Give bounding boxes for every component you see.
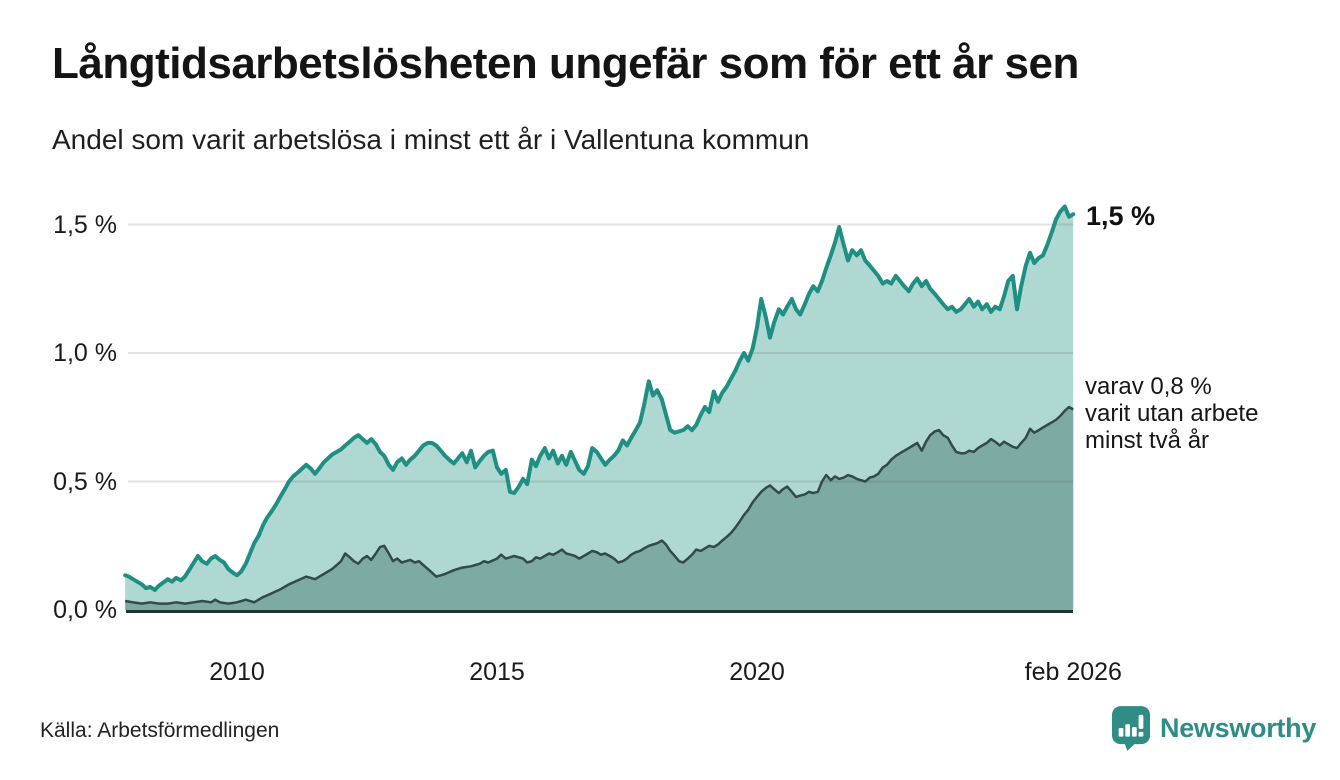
y-axis-label: 1,5 % xyxy=(53,210,117,239)
x-axis-label: 2010 xyxy=(209,658,265,686)
line-two-years xyxy=(124,405,1074,605)
line-total xyxy=(123,204,1076,592)
series-end-label-two-years: varav 0,8 % varit utan arbete minst två … xyxy=(1085,373,1258,454)
area-two-years xyxy=(125,407,1074,610)
x-axis-label: 2020 xyxy=(729,658,785,686)
y-axis-label: 1,0 % xyxy=(53,339,117,367)
y-axis-label: 0,5 % xyxy=(53,467,117,496)
y-axis-label: 0,0 % xyxy=(53,596,117,624)
chart-subtitle: Andel som varit arbetslösa i minst ett å… xyxy=(52,124,810,155)
source-caption: Källa: Arbetsförmedlingen xyxy=(40,719,280,742)
page-title: Långtidsarbetslösheten ungefär som för e… xyxy=(52,39,1079,88)
newsworthy-logo-icon xyxy=(1112,706,1150,751)
annotation-line-3: minst två år xyxy=(1085,427,1210,454)
brand-name: Newsworthy xyxy=(1160,713,1317,743)
annotation-line-1: varav 0,8 % xyxy=(1085,373,1212,400)
x-axis-label: feb 2026 xyxy=(1024,658,1122,686)
x-axis-label: 2015 xyxy=(469,658,525,686)
annotation-line-2: varit utan arbete xyxy=(1085,400,1259,427)
newsworthy-logo[interactable]: Newsworthy xyxy=(1112,706,1316,751)
series-end-label-total: 1,5 % xyxy=(1086,201,1156,231)
